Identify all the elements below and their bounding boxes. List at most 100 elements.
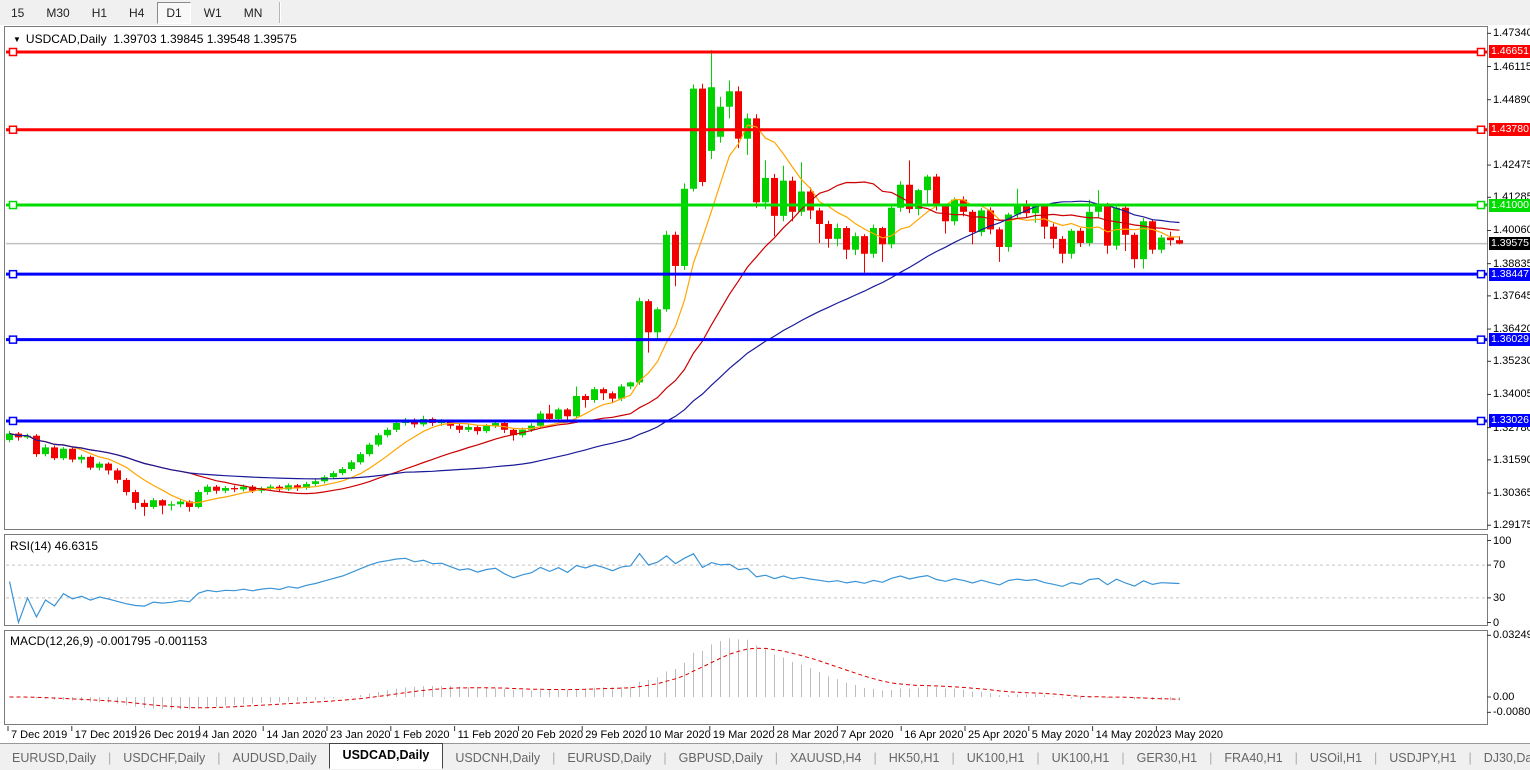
candle-body — [114, 470, 121, 480]
tab-uk100-h1[interactable]: UK100,H1 — [966, 750, 1025, 765]
candle-body — [312, 481, 319, 484]
tab-xauusd-h4[interactable]: XAUUSD,H4 — [789, 750, 862, 765]
tab-fra40-h1[interactable]: FRA40,H1 — [1224, 750, 1283, 765]
candle-body — [276, 486, 283, 490]
horizontal-line-1.33026[interactable] — [6, 416, 1487, 426]
horizontal-line-1.43780[interactable] — [6, 125, 1487, 134]
hline-anchor[interactable] — [1476, 47, 1486, 57]
candle-body — [186, 501, 193, 507]
tab-audusd-daily[interactable]: AUDUSD,Daily — [232, 750, 317, 765]
candle-body — [762, 177, 769, 203]
horizontal-line-1.36029[interactable] — [6, 335, 1487, 344]
candle-body — [6, 433, 13, 441]
timeframe-button-15[interactable]: 15 — [11, 5, 25, 20]
price-tick-label: 1.46115 — [1493, 60, 1530, 73]
price-tick-label: 1.30365 — [1493, 487, 1530, 500]
timeframe-toolbar: 15 M30 H1 H4 D1 W1 MN — [0, 0, 1530, 25]
tab-usdjpy-h1[interactable]: USDJPY,H1 — [1389, 750, 1457, 765]
candle-body — [1032, 206, 1039, 214]
candle-body — [1059, 238, 1066, 254]
hline-anchor[interactable] — [8, 47, 18, 57]
hline-anchor[interactable] — [8, 416, 18, 426]
price-tag-1.43780: 1.43780 — [1489, 123, 1530, 137]
candle-body — [240, 486, 247, 490]
tab-separator: | — [1121, 750, 1125, 765]
hline-anchor[interactable] — [1476, 200, 1486, 210]
candle-body — [105, 463, 112, 471]
candle-body — [726, 91, 733, 107]
hline-anchor[interactable] — [1476, 335, 1486, 344]
candle-body — [177, 501, 184, 505]
tab-separator: | — [774, 750, 778, 765]
timeframe-button-mn[interactable]: MN — [243, 5, 263, 20]
tab-dj30-daily[interactable]: DJ30,Daily — [1483, 750, 1530, 765]
candle-body — [330, 473, 337, 478]
rsi-axis-label: 100 — [1493, 534, 1512, 547]
tab-uk100-h1[interactable]: UK100,H1 — [1051, 750, 1110, 765]
rsi-pane[interactable] — [4, 534, 1488, 626]
date-tick-label: 25 Apr 2020 — [968, 729, 1028, 741]
date-tick-label: 23 May 2020 — [1159, 729, 1223, 741]
candle-body — [1176, 240, 1183, 244]
tab-eurusd-daily[interactable]: EURUSD,Daily — [567, 750, 652, 765]
candle-body — [393, 423, 400, 430]
hline-anchor[interactable] — [1476, 269, 1486, 279]
candle-body — [888, 207, 895, 245]
tab-gbpusd-daily[interactable]: GBPUSD,Daily — [678, 750, 763, 765]
chart-dropdown-icon[interactable]: ▼ — [13, 35, 21, 44]
timeframe-button-h4[interactable]: H4 — [129, 5, 145, 20]
horizontal-line-1.41000[interactable] — [6, 200, 1487, 210]
tab-usdcad-daily[interactable]: USDCAD,Daily — [328, 743, 444, 769]
tab-eurusd-daily[interactable]: EURUSD,Daily — [12, 750, 97, 765]
timeframe-button-h1[interactable]: H1 — [91, 5, 108, 20]
candle-body — [24, 435, 31, 438]
candle-body — [204, 486, 211, 493]
hline-anchor[interactable] — [8, 335, 18, 344]
tab-separator: | — [873, 750, 877, 765]
timeframe-button-w1[interactable]: W1 — [203, 5, 222, 20]
tab-usdcnh-daily[interactable]: USDCNH,Daily — [455, 750, 541, 765]
candle-body — [825, 223, 832, 239]
tab-ger30-h1[interactable]: GER30,H1 — [1136, 750, 1198, 765]
candle-body — [339, 469, 346, 474]
tab-separator: | — [1036, 750, 1040, 765]
candle-body — [96, 463, 103, 468]
hline-anchor[interactable] — [8, 269, 18, 279]
candle-body — [618, 386, 625, 399]
timeframe-button-m30[interactable]: M30 — [46, 5, 70, 20]
candle-body — [132, 492, 139, 503]
tab-hk50-h1[interactable]: HK50,H1 — [888, 750, 940, 765]
tab-usdchf-daily[interactable]: USDCHF,Daily — [123, 750, 206, 765]
macd-indicator-label: MACD(12,26,9) -0.001795 -0.001153 — [10, 634, 208, 648]
candle-body — [645, 301, 652, 333]
candle-body — [474, 427, 481, 432]
hline-anchor[interactable] — [1476, 125, 1486, 134]
candle-body — [681, 188, 688, 266]
macd-pane[interactable] — [4, 630, 1488, 725]
date-tick-label: 7 Apr 2020 — [840, 729, 894, 741]
horizontal-line-1.38447[interactable] — [6, 269, 1487, 279]
candle-body — [1104, 205, 1111, 246]
rsi-axis-label: 70 — [1493, 559, 1506, 572]
hline-anchor[interactable] — [8, 125, 18, 134]
price-tick-label: 1.29175 — [1493, 519, 1530, 532]
candle-body — [978, 210, 985, 233]
price-tag-1.33026: 1.33026 — [1489, 414, 1530, 428]
main-pane[interactable] — [4, 26, 1488, 530]
timeframe-button-d1[interactable]: D1 — [157, 1, 191, 24]
hline-anchor[interactable] — [1476, 416, 1486, 426]
candle-body — [267, 486, 274, 489]
date-tick-label: 7 Dec 2019 — [11, 729, 68, 741]
horizontal-line-1.46651[interactable] — [6, 47, 1487, 57]
macd-axis-label: 0.032493 — [1493, 629, 1530, 642]
tab-usoil-h1[interactable]: USOil,H1 — [1309, 750, 1363, 765]
hline-anchor[interactable] — [8, 200, 18, 210]
candle-body — [717, 106, 724, 137]
date-tick-label: 26 Dec 2019 — [138, 729, 201, 741]
price-tick-label: 1.38835 — [1493, 257, 1530, 270]
candle-body — [357, 454, 364, 463]
candle-body — [510, 429, 517, 436]
date-tick-label: 20 Feb 2020 — [521, 729, 584, 741]
chart-ohlc-values: 1.39703 1.39845 1.39548 1.39575 — [113, 32, 297, 46]
